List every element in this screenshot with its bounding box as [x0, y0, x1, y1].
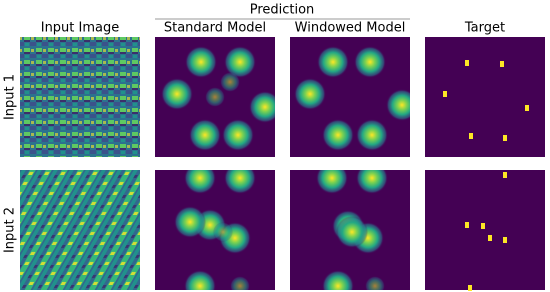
- target-point: [465, 222, 469, 228]
- blob: [356, 119, 388, 151]
- input-image: [20, 170, 140, 290]
- blob: [224, 170, 256, 194]
- target-point: [465, 60, 469, 66]
- target-point: [481, 223, 485, 229]
- target-point: [443, 91, 447, 97]
- blob: [322, 270, 354, 290]
- column-title: Target: [464, 21, 505, 36]
- blob: [316, 170, 348, 194]
- blob: [356, 170, 388, 194]
- blob: [213, 222, 233, 242]
- prediction-panel: [290, 170, 410, 290]
- blob: [174, 206, 206, 238]
- target-point: [469, 133, 473, 139]
- group-header: Prediction: [250, 3, 315, 18]
- blob: [222, 119, 254, 151]
- blob: [184, 270, 216, 290]
- blobs: [316, 170, 388, 290]
- column-title: Windowed Model: [295, 21, 406, 36]
- input-image: [20, 37, 140, 157]
- target-background: [425, 170, 545, 290]
- blob: [205, 87, 225, 107]
- blob: [294, 78, 326, 110]
- blob: [224, 46, 256, 78]
- target-point: [503, 172, 507, 178]
- blobs: [294, 46, 410, 151]
- prediction-panel: [290, 37, 410, 157]
- prediction-panel: [155, 170, 275, 290]
- blob: [220, 72, 240, 92]
- row-label: Input 2: [3, 207, 18, 253]
- blob: [336, 216, 368, 248]
- blobs: [174, 170, 256, 290]
- blob: [322, 119, 354, 151]
- blob: [185, 46, 217, 78]
- blob: [184, 170, 216, 194]
- blob: [317, 46, 349, 78]
- blob: [230, 276, 250, 290]
- row-label: Input 1: [3, 74, 18, 120]
- target-point: [503, 135, 507, 141]
- target-point: [503, 237, 507, 243]
- target-point: [468, 285, 472, 291]
- blob: [386, 89, 410, 121]
- target-point: [488, 235, 492, 241]
- blob: [249, 91, 275, 123]
- blob: [365, 276, 385, 290]
- blobs: [161, 46, 275, 151]
- blob: [161, 78, 193, 110]
- blob: [354, 46, 386, 78]
- blob: [189, 119, 221, 151]
- prediction-panel: [155, 37, 275, 157]
- target-point: [500, 61, 504, 67]
- column-title: Input Image: [41, 21, 120, 36]
- column-title: Standard Model: [164, 21, 266, 36]
- target-point: [525, 105, 529, 111]
